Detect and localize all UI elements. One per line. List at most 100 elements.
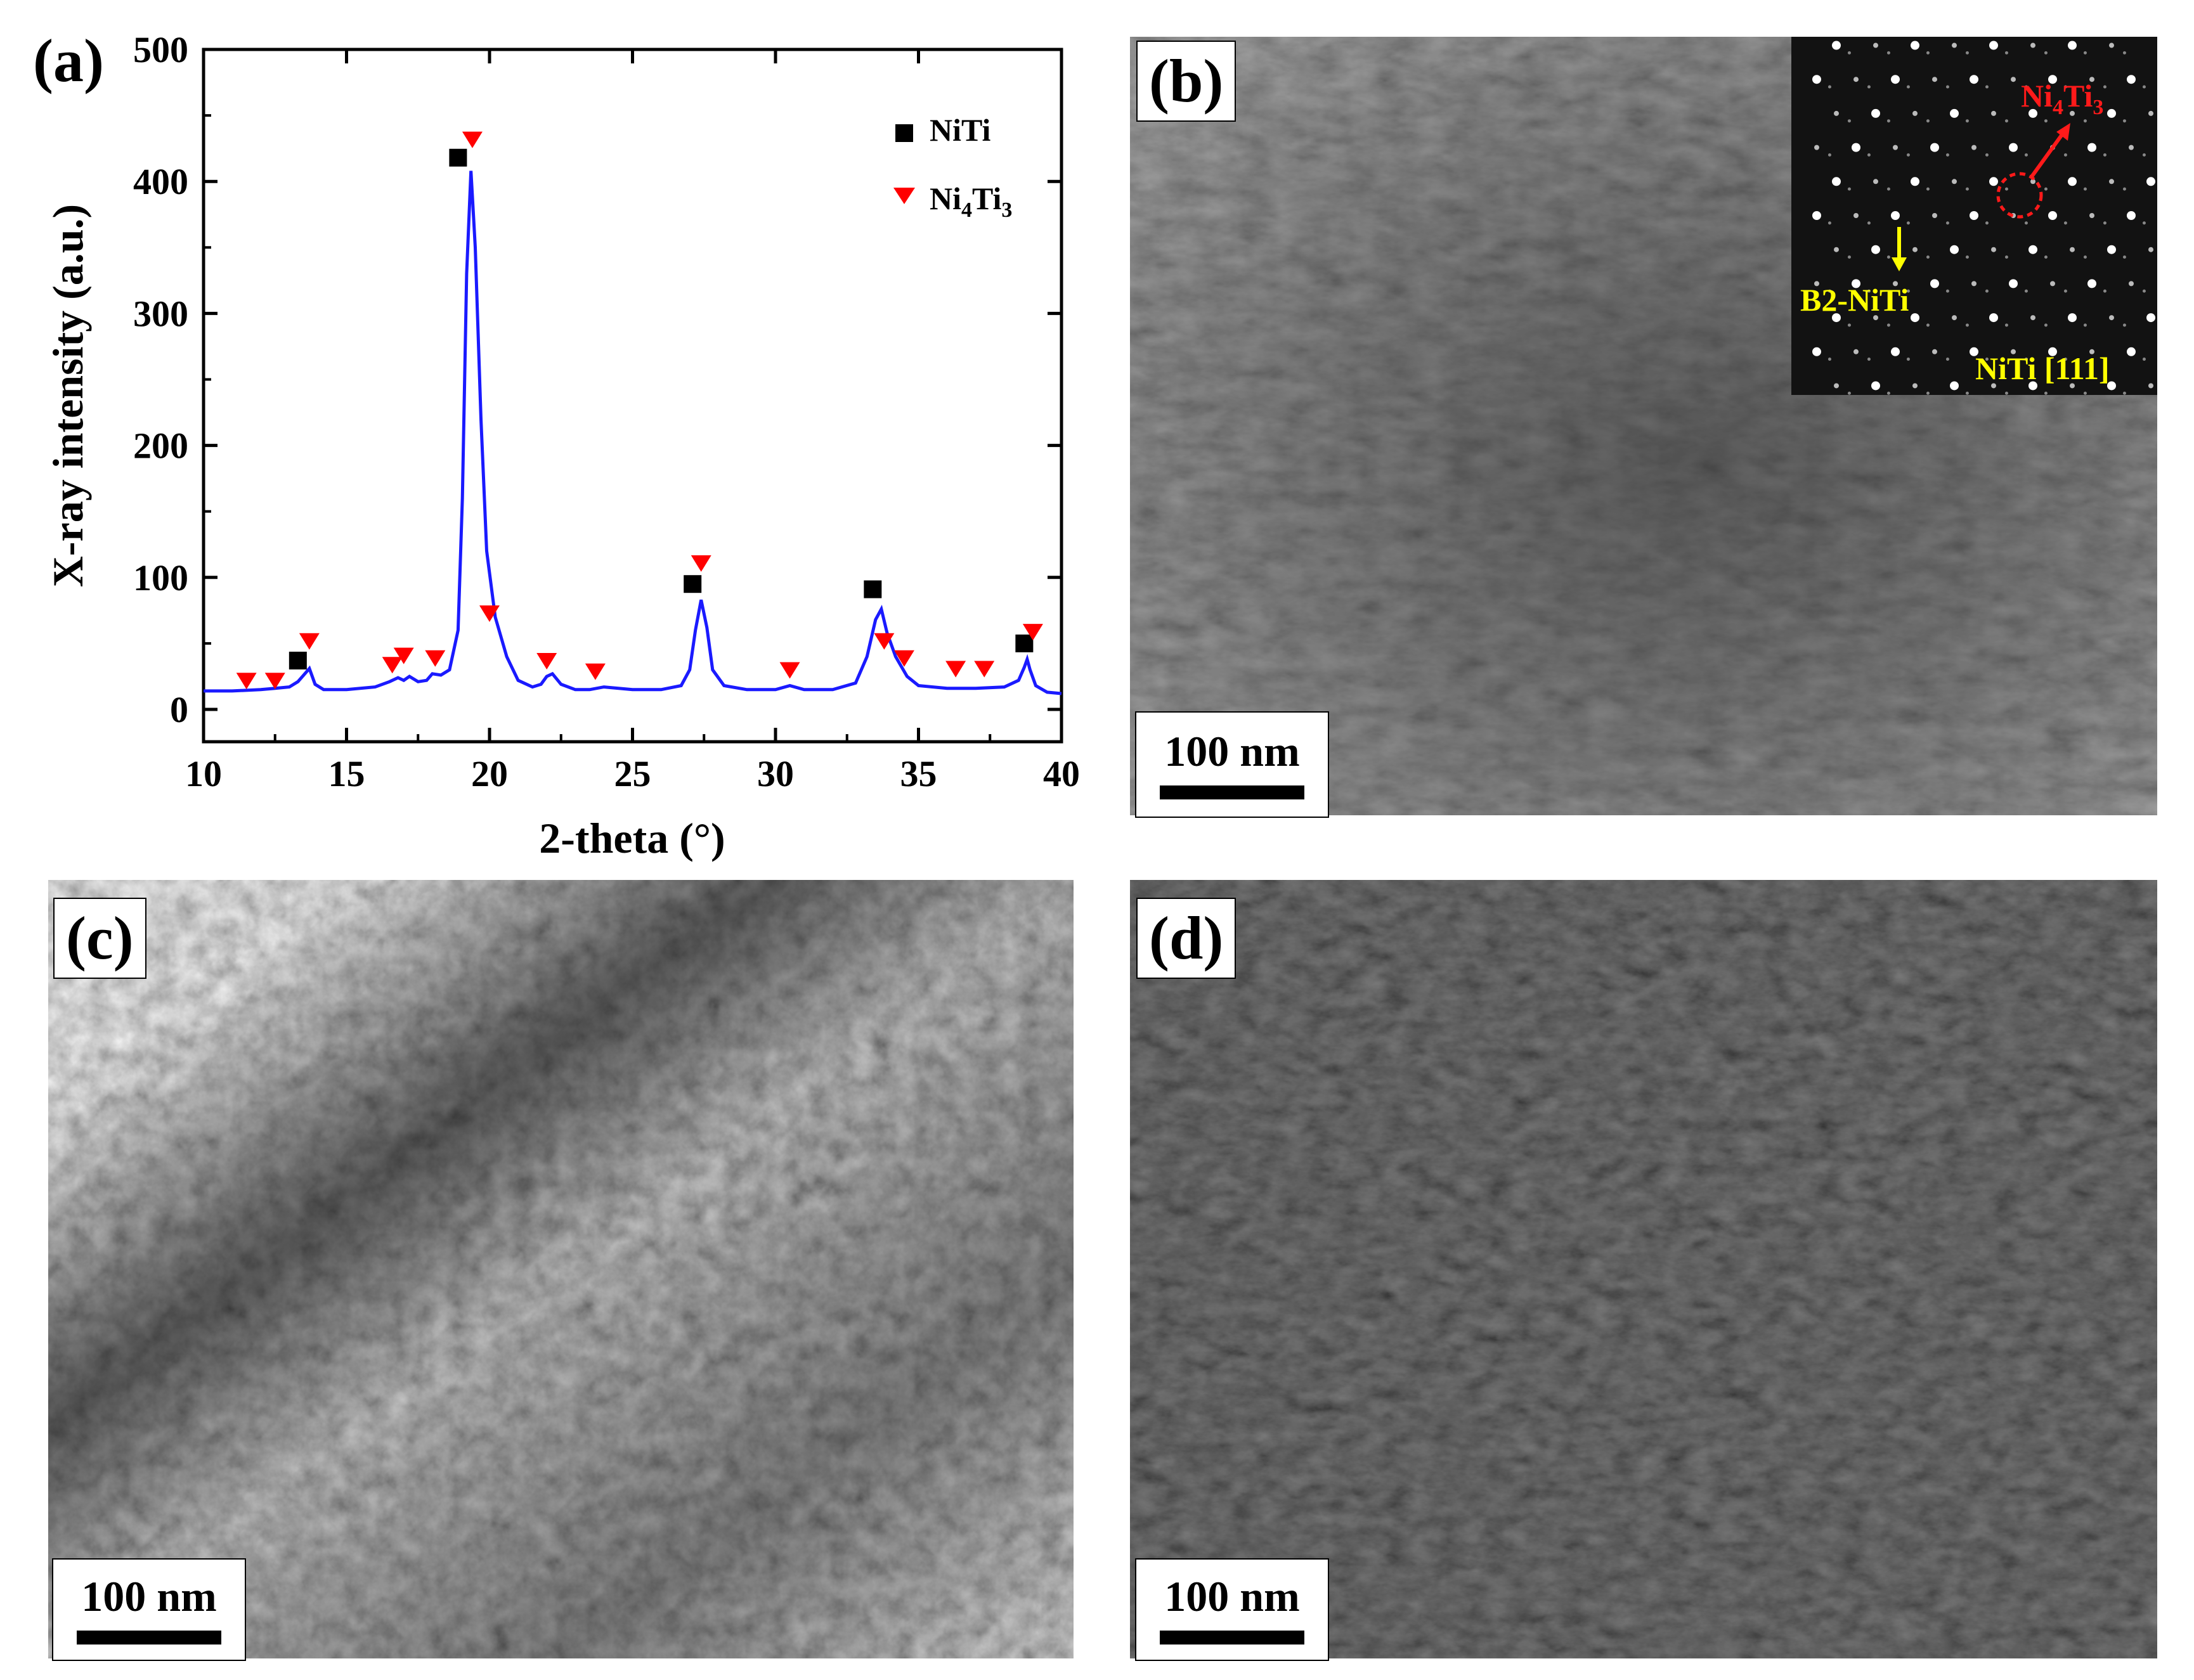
diffraction-spot (1989, 177, 1998, 186)
ni4ti3-marker (945, 661, 966, 678)
x-axis-label: 2-theta (°) (539, 814, 725, 862)
diffraction-spot-minor (1867, 289, 1871, 293)
diffraction-spot-minor (1985, 85, 1989, 89)
diffraction-spot-minor (2122, 119, 2126, 123)
diffraction-spot-minor (2004, 51, 2008, 55)
diffraction-spot (2068, 41, 2077, 50)
x-tick-label: 35 (900, 753, 937, 794)
diffraction-spot-minor (2122, 391, 2126, 395)
diffraction-spot (1812, 211, 1821, 220)
ni4ti3-marker (425, 650, 446, 667)
panel-b-label: (b) (1136, 41, 1237, 122)
diffraction-spot (1932, 77, 1937, 82)
diffraction-spot (1812, 347, 1821, 356)
x-tick-label: 20 (471, 753, 508, 794)
diffraction-spot-minor (1965, 51, 1969, 55)
diffraction-spot-minor (1886, 119, 1890, 123)
diffraction-spot (2089, 77, 2094, 82)
diffraction-spot (2107, 245, 2116, 254)
diffraction-spot (1991, 383, 1996, 389)
diffraction-spot-minor (2083, 255, 2087, 259)
diffraction-spot (1853, 77, 1859, 82)
diffraction-spot-minor (2063, 153, 2067, 157)
diffraction-spot (2107, 108, 2116, 118)
diffraction-spot (2028, 108, 2037, 118)
diffraction-spot (2087, 143, 2096, 152)
legend-ni4ti3-marker (893, 188, 915, 204)
scale-bar-text: 100 nm (1164, 1572, 1300, 1620)
diffraction-spot-minor (1867, 153, 1871, 157)
diffraction-spot-minor (2122, 323, 2126, 327)
diffraction-spot-minor (1886, 323, 1890, 327)
diffraction-spot-minor (1827, 221, 1831, 225)
diffraction-spot (1971, 145, 1977, 150)
diffraction-spot (2030, 42, 2035, 48)
diffraction-spot (1952, 179, 1957, 184)
diffraction-spot (1932, 213, 1937, 218)
diffraction-spot-minor (2063, 85, 2067, 89)
diffraction-spot-minor (2083, 187, 2087, 191)
diffraction-spot-minor (2024, 153, 2028, 157)
diffraction-spot-minor (1965, 187, 1969, 191)
ni4ti3-marker (585, 663, 606, 680)
diffraction-spot (2129, 145, 2134, 150)
diffraction-spot-minor (2103, 289, 2106, 293)
diffraction-spot (1989, 313, 1998, 323)
y-tick-label: 300 (133, 293, 188, 334)
diffraction-spot-minor (2103, 221, 2106, 225)
ni4ti3-marker (1022, 624, 1043, 641)
diffraction-spot-minor (2044, 323, 2048, 327)
niti-marker (289, 651, 307, 669)
diffraction-spot-minor (1847, 187, 1851, 191)
diffraction-spot-minor (1945, 221, 1949, 225)
legend-niti-label: NiTi (930, 112, 990, 148)
diffraction-spot (1893, 145, 1898, 150)
diffraction-spot (2011, 77, 2016, 82)
diffraction-spot (2070, 383, 2075, 389)
niti-marker (449, 148, 467, 167)
diffraction-spot-minor (1965, 323, 1969, 327)
diffraction-spot (2048, 211, 2057, 220)
diffraction-spot-minor (2044, 51, 2048, 55)
diffraction-spot-minor (2083, 391, 2087, 395)
ni4ti3-marker (236, 673, 257, 690)
diffraction-spot-minor (1945, 289, 1949, 293)
diffraction-spot-minor (2024, 358, 2028, 361)
diffraction-spot-minor (2044, 391, 2048, 395)
ni4ti3-marker (382, 657, 403, 674)
y-tick-label: 500 (133, 29, 188, 70)
diffraction-spot-minor (2083, 119, 2087, 123)
diffraction-spot (1832, 177, 1841, 186)
diffraction-spot-minor (1827, 289, 1831, 293)
diffraction-spot-minor (2004, 255, 2008, 259)
diffraction-spot (1852, 279, 1860, 288)
diffraction-spot-minor (1827, 153, 1831, 157)
diffraction-spot (1873, 42, 1878, 48)
diffraction-spot-minor (1926, 51, 1930, 55)
diffraction-spot-minor (1965, 255, 1969, 259)
ni4ti3-marker (893, 650, 914, 667)
diffraction-spot-minor (2122, 255, 2126, 259)
x-tick-label: 10 (185, 753, 222, 794)
diffraction-spot (1932, 349, 1937, 354)
diffraction-spot-minor (1985, 221, 1989, 225)
diffraction-spot (2109, 315, 2114, 321)
diffraction-spot-minor (1867, 358, 1871, 361)
diffraction-spot-minor (2142, 289, 2146, 293)
xrd-curve (204, 171, 1062, 695)
diffraction-spot-minor (1945, 153, 1949, 157)
diffraction-spot-minor (1847, 391, 1851, 395)
diffraction-spot (1812, 75, 1821, 84)
diffraction-spot-minor (2063, 221, 2067, 225)
ni4ti3-marker (779, 662, 800, 679)
diffraction-spot (2146, 313, 2155, 323)
ni4ti3-marker (462, 131, 483, 148)
ni4ti3-marker (393, 647, 414, 664)
diffraction-spot (1814, 281, 1819, 287)
diffraction-spot (1832, 41, 1841, 50)
diffraction-spot (2028, 381, 2037, 391)
diffraction-spot (2068, 313, 2077, 323)
diffraction-spot-minor (1906, 358, 1910, 361)
diffraction-spot (1989, 41, 1998, 50)
scale-bar-text: 100 nm (1164, 727, 1300, 775)
